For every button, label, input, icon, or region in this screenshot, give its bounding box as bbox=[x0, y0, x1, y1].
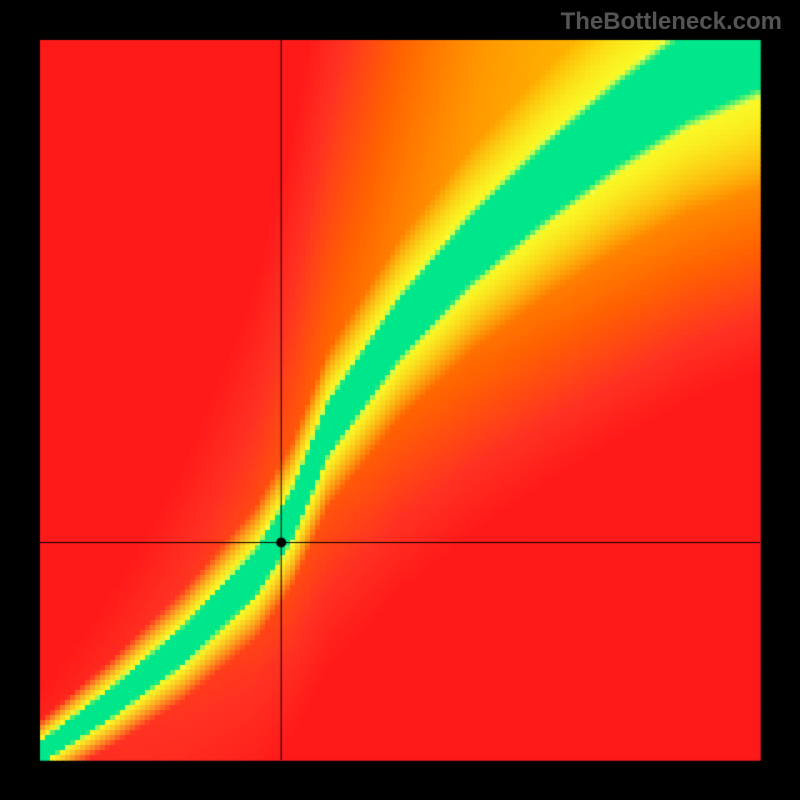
bottleneck-heatmap bbox=[0, 0, 800, 800]
chart-container: { "canvas": { "width_px": 800, "height_p… bbox=[0, 0, 800, 800]
watermark-text: TheBottleneck.com bbox=[561, 8, 782, 36]
